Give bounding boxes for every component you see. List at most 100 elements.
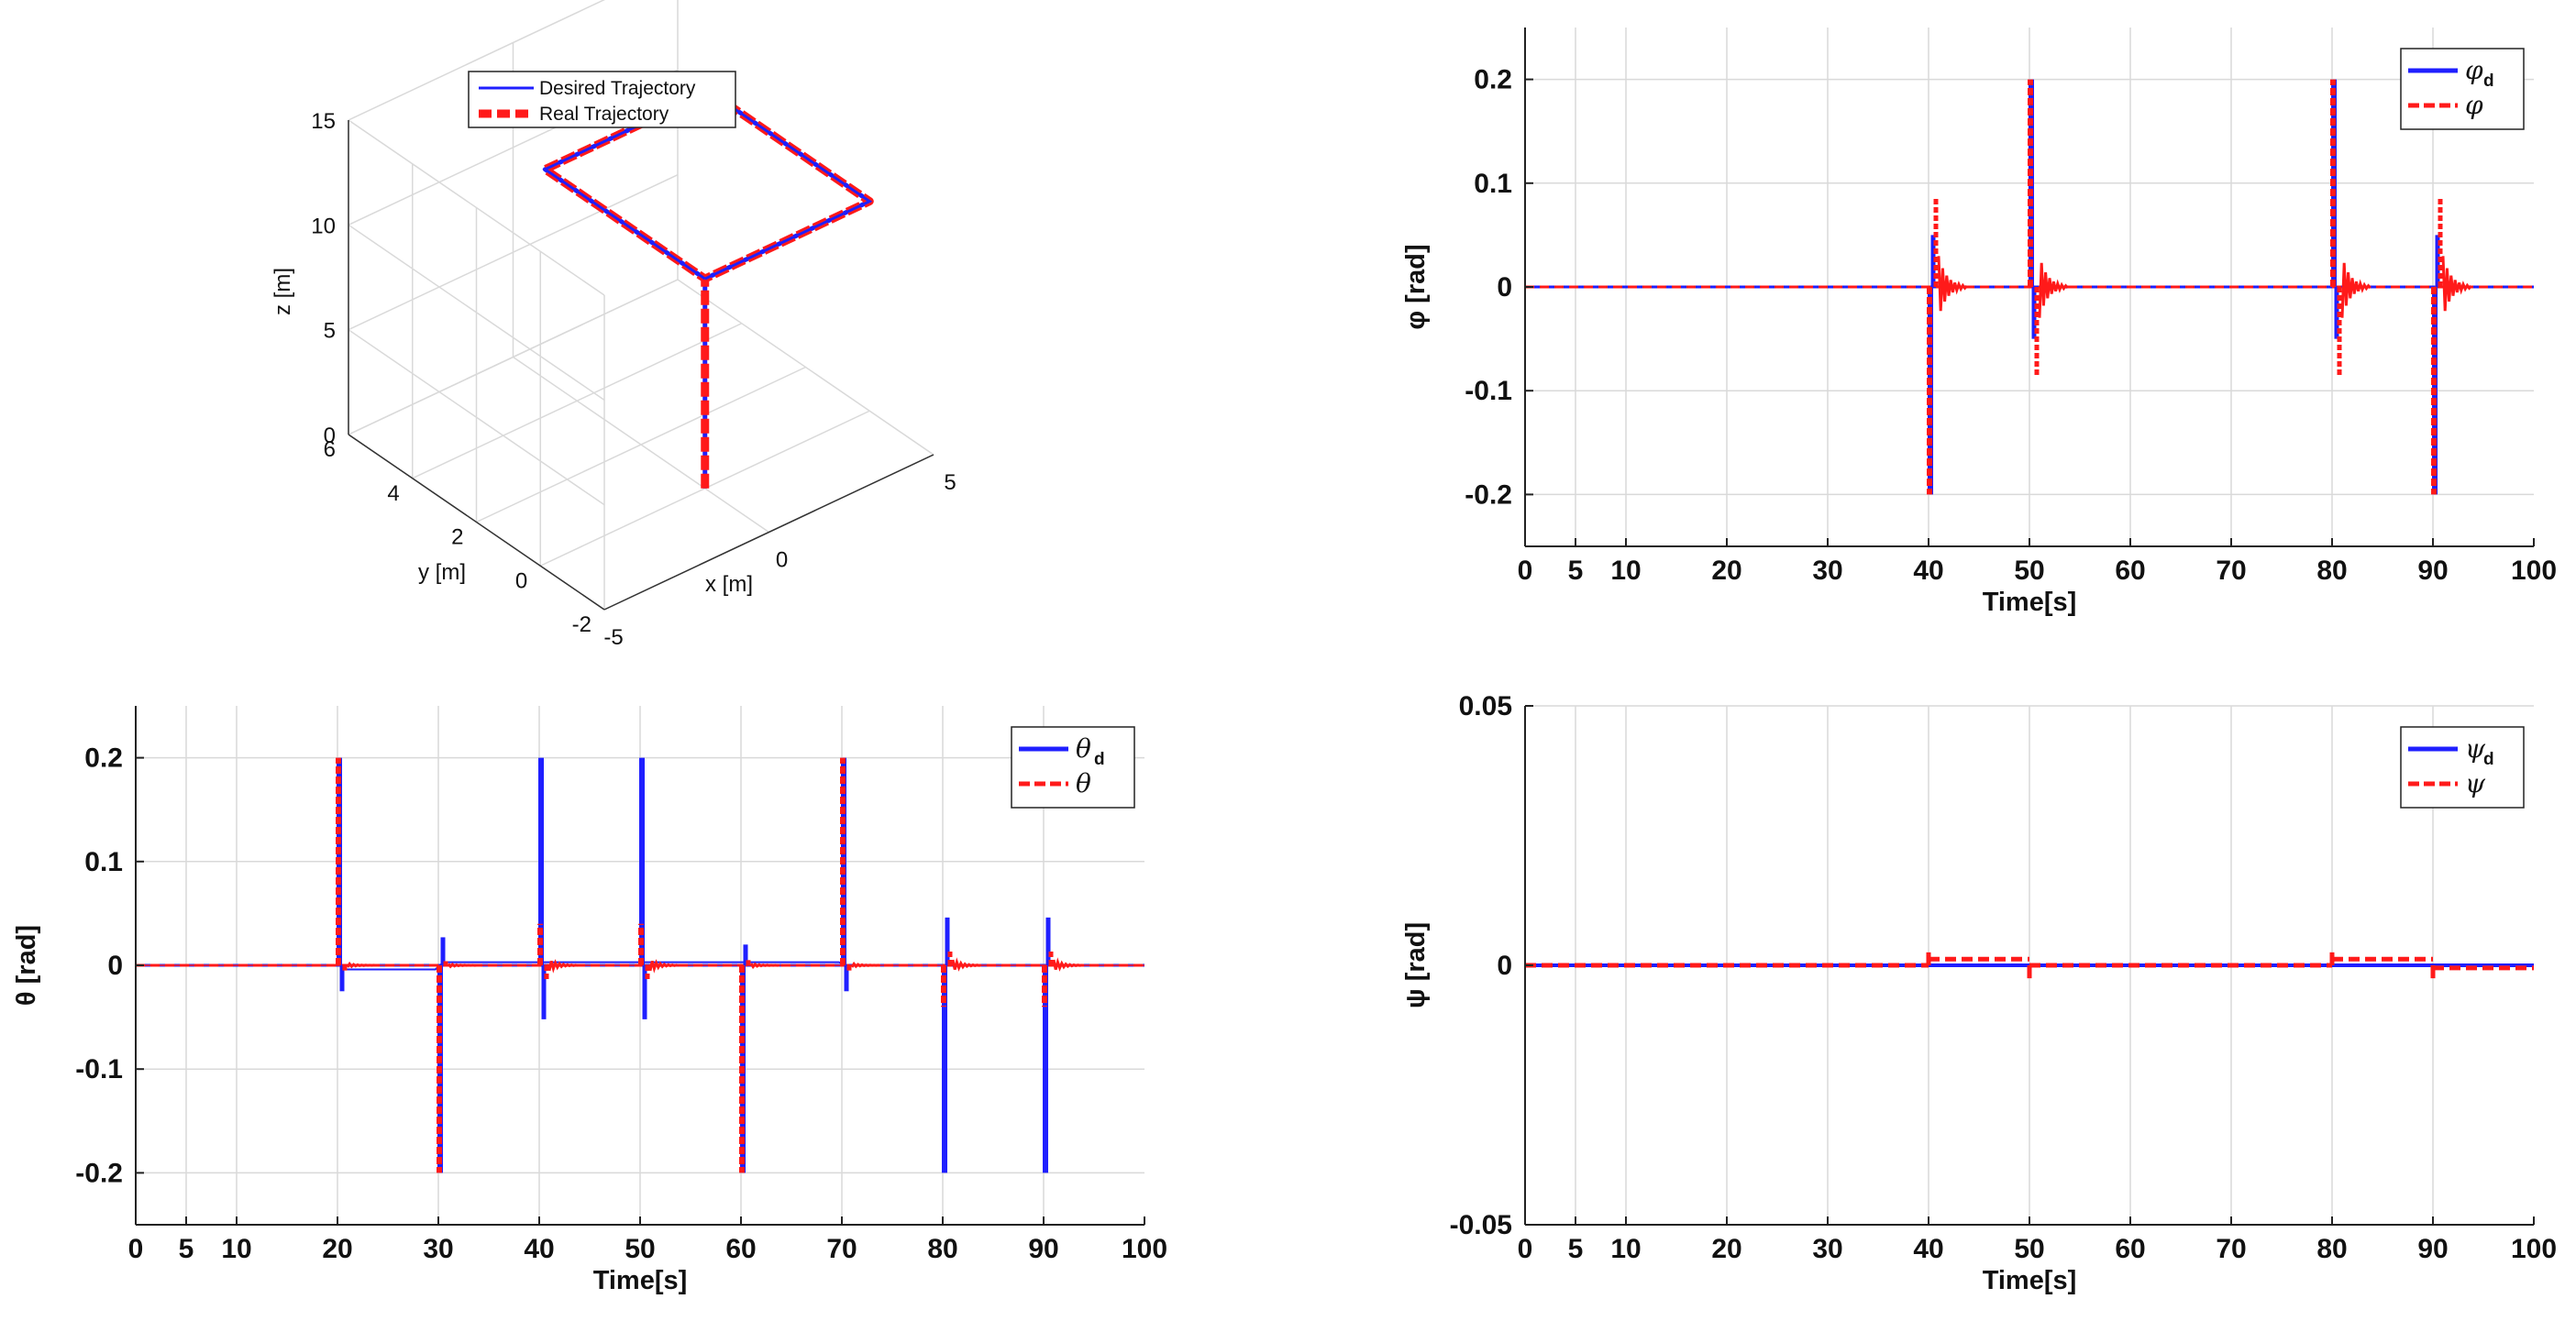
x-tick-label: 10	[1610, 1234, 1641, 1264]
series-actual-oscillation	[1052, 957, 1083, 972]
legend-real-label: Real Trajectory	[539, 104, 669, 125]
y-tick-label: -0.1	[1465, 376, 1512, 406]
x-tick-label: 60	[725, 1234, 756, 1264]
x-tick-label: -5	[603, 625, 623, 650]
grid-line-3d	[348, 329, 605, 506]
x-tick-label: 90	[2417, 1234, 2448, 1264]
z-axis-label: z [m]	[271, 268, 295, 315]
y-axis-label: φ [rad]	[1401, 244, 1431, 329]
x-tick-label: 20	[1711, 556, 1741, 586]
y-tick-label: -0.05	[1450, 1210, 1512, 1240]
x-tick-label: 70	[2216, 556, 2246, 586]
x-tick-label: 50	[625, 1234, 655, 1264]
x-tick-label: 80	[927, 1234, 957, 1264]
x-tick-label: 40	[1913, 1234, 1943, 1264]
y-tick-label: -0.2	[1465, 479, 1512, 510]
x-tick-label: 5	[1568, 1234, 1584, 1264]
legend-desired-label: ψ	[2465, 733, 2486, 764]
z-tick-label: 0	[324, 424, 336, 448]
theta-plot: 0 5 10 20 30 40 50 60 70 80 90 100 -0.2 -0.1 0 0.1 0.2 Ti…	[12, 706, 1167, 1295]
series-actual-oscillation	[951, 957, 982, 972]
psi-plot: 0 5 10 20 30 40 50 60 70 80 90 100-0.0500.05Time[s]…	[1401, 691, 2557, 1295]
x-tick-label: 70	[826, 1234, 857, 1264]
x-axis-label: x [m]	[705, 572, 753, 597]
trajectory-lines	[540, 87, 874, 489]
legend-subscript: d	[2483, 72, 2494, 91]
series-actual-oscillation	[749, 962, 779, 970]
x-tick-label: 0	[1518, 1234, 1533, 1264]
z-tick-label: 5	[324, 319, 336, 344]
x-tick-label: 90	[1028, 1234, 1058, 1264]
legend: ψdψ	[2400, 726, 2525, 809]
y-axis-label: θ [rad]	[12, 925, 41, 1006]
x-tick-label: 100	[2511, 556, 2557, 586]
x-tick-label: 5	[944, 470, 956, 495]
x-tick-label: 0	[128, 1234, 144, 1264]
z-tick-label: 10	[311, 214, 336, 238]
legend-box	[2400, 726, 2525, 809]
x-tick-label: 70	[2216, 1234, 2246, 1264]
x-tick-label: 40	[524, 1234, 554, 1264]
x-tick-label: 20	[1711, 1234, 1741, 1264]
y-tick-label: 0.1	[1474, 169, 1512, 199]
grid-line-3d	[412, 323, 743, 479]
y-axis-line	[348, 434, 605, 611]
x-tick-label: 30	[1812, 1234, 1842, 1264]
x-tick-label: 80	[2316, 556, 2347, 586]
x-axis-line	[603, 454, 934, 611]
legend: θ dθ	[1011, 726, 1135, 809]
x-tick-label: 50	[2014, 556, 2044, 586]
x-axis-label: Time[s]	[1983, 1266, 2077, 1295]
legend-box	[1011, 726, 1135, 809]
series-actual-oscillation	[1937, 256, 1968, 312]
legend-subscript: d	[1094, 750, 1105, 769]
x-axis-label: Time[s]	[1983, 588, 2077, 617]
y-tick-label: 0.05	[1459, 691, 1512, 721]
phi-plot: 0 5 10 20 30 40 50 60 70 80 90 100 -0.2 -0.1 0 0.1 0.2 Ti…	[1401, 28, 2557, 617]
grid-line-3d	[348, 173, 679, 331]
y-tick-label: 0	[1497, 272, 1512, 303]
x-tick-label: 5	[179, 1234, 194, 1264]
legend-desired-label: θ	[1076, 733, 1091, 764]
series-group	[1525, 952, 2534, 979]
y-tick-label: 6	[324, 437, 336, 462]
legend-3d: Desired Trajectory Real Trajectory	[468, 71, 736, 128]
x-tick-label: 5	[1568, 556, 1584, 586]
series-actual-oscillation	[850, 961, 880, 969]
y-tick-label: 0	[107, 951, 123, 981]
series-group	[1525, 79, 2534, 495]
y-tick-label: -2	[572, 612, 591, 637]
x-tick-label: 40	[1913, 556, 1943, 586]
legend-subscript: d	[2483, 750, 2494, 769]
x-tick-label: 10	[221, 1234, 251, 1264]
grid-line-3d	[476, 366, 806, 523]
y-tick-label: 0	[515, 568, 527, 593]
legend-desired-label: Desired Trajectory	[539, 78, 696, 99]
x-tick-label: 100	[2511, 1234, 2557, 1264]
x-tick-label: 0	[1518, 556, 1533, 586]
series-actual-oscillation	[447, 963, 477, 969]
series-actual-oscillation	[2441, 256, 2472, 312]
legend-desired-label: φ	[2465, 55, 2483, 85]
y-tick-label: 0.1	[84, 847, 123, 877]
grid-line-3d	[348, 224, 605, 401]
x-tick-label: 60	[2115, 556, 2145, 586]
x-tick-label: 90	[2417, 556, 2448, 586]
legend: φ dφ	[2400, 48, 2525, 130]
series-actual-oscillation	[547, 959, 579, 974]
grid-line-3d	[348, 279, 679, 435]
legend-actual-label: ψ	[2465, 768, 2486, 798]
y-tick-label: 2	[451, 525, 463, 550]
x-tick-label: 0	[776, 548, 788, 573]
series-actual-oscillation	[2340, 262, 2371, 318]
y-axis-label: ψ [rad]	[1401, 922, 1431, 1008]
x-tick-label: 60	[2115, 1234, 2145, 1264]
x-tick-label: 10	[1610, 556, 1641, 586]
legend-actual-label: φ	[2465, 90, 2483, 120]
x-tick-label: 20	[322, 1234, 352, 1264]
y-tick-label: 0.2	[84, 743, 123, 774]
y-tick-label: 0	[1497, 951, 1512, 981]
x-tick-label: 50	[2014, 1234, 2044, 1264]
